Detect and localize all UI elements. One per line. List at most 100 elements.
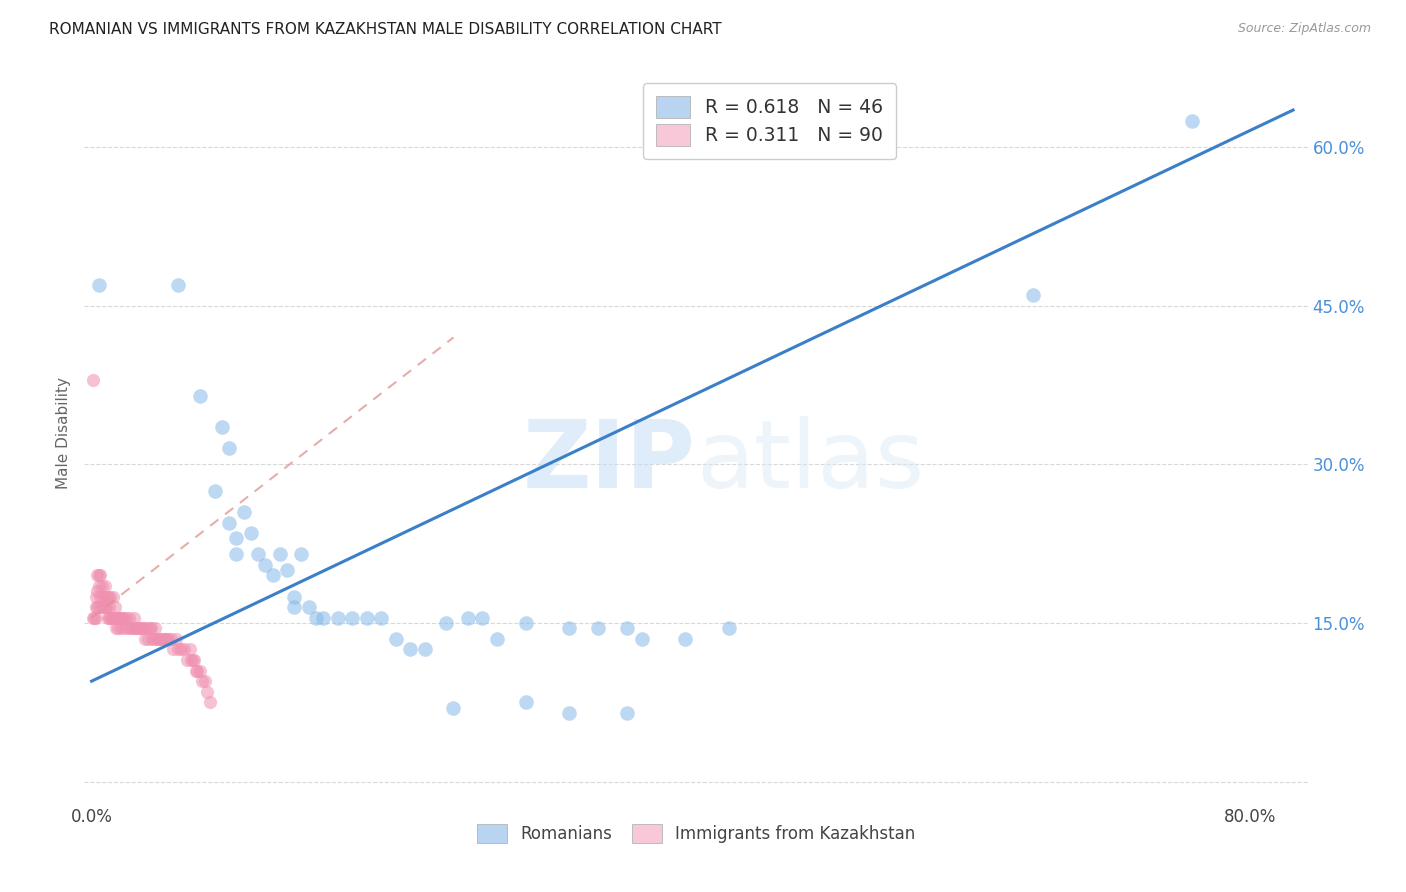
Point [138, 621, 160, 635]
Point [515, 695, 537, 709]
Point [588, 621, 610, 635]
Point [1021, 288, 1043, 302]
Point [91, 590, 114, 604]
Point [105, 621, 128, 635]
Point [143, 621, 166, 635]
Point [180, 653, 202, 667]
Point [173, 642, 195, 657]
Point [269, 547, 291, 561]
Point [211, 420, 233, 434]
Legend: Romanians, Immigrants from Kazakhstan: Romanians, Immigrants from Kazakhstan [470, 817, 922, 850]
Point [87, 579, 110, 593]
Point [134, 632, 156, 646]
Point [254, 558, 277, 572]
Point [204, 483, 226, 498]
Point [93, 600, 115, 615]
Point [94, 590, 117, 604]
Point [225, 532, 247, 546]
Point [384, 632, 406, 646]
Y-axis label: Male Disability: Male Disability [56, 376, 72, 489]
Point [112, 611, 135, 625]
Point [298, 600, 321, 615]
Point [340, 611, 363, 625]
Point [150, 632, 173, 646]
Point [141, 632, 163, 646]
Point [127, 621, 149, 635]
Point [616, 706, 638, 720]
Point [558, 621, 581, 635]
Point [225, 547, 247, 561]
Point [103, 590, 125, 604]
Point [115, 611, 138, 625]
Point [232, 505, 254, 519]
Point [312, 611, 335, 625]
Point [239, 526, 262, 541]
Point [100, 611, 122, 625]
Point [89, 568, 111, 582]
Point [121, 621, 143, 635]
Text: ROMANIAN VS IMMIGRANTS FROM KAZAKHSTAN MALE DISABILITY CORRELATION CHART: ROMANIAN VS IMMIGRANTS FROM KAZAKHSTAN M… [49, 22, 721, 37]
Point [84, 590, 107, 604]
Point [162, 642, 184, 657]
Point [186, 664, 208, 678]
Point [125, 621, 148, 635]
Point [94, 600, 117, 615]
Point [1181, 113, 1204, 128]
Point [93, 579, 115, 593]
Point [305, 611, 328, 625]
Point [179, 642, 201, 657]
Point [276, 563, 298, 577]
Point [108, 611, 131, 625]
Point [218, 442, 240, 456]
Point [132, 621, 155, 635]
Point [98, 611, 121, 625]
Point [118, 611, 141, 625]
Point [110, 611, 132, 625]
Point [283, 600, 305, 615]
Point [124, 621, 146, 635]
Point [114, 621, 136, 635]
Point [91, 600, 114, 615]
Point [326, 611, 349, 625]
Point [457, 611, 479, 625]
Point [630, 632, 652, 646]
Text: ZIP: ZIP [523, 417, 696, 508]
Point [399, 642, 422, 657]
Point [90, 579, 112, 593]
Point [110, 621, 132, 635]
Point [129, 621, 152, 635]
Point [155, 632, 177, 646]
Point [82, 611, 104, 625]
Point [86, 568, 108, 582]
Point [101, 611, 124, 625]
Text: atlas: atlas [696, 417, 924, 508]
Point [122, 611, 145, 625]
Point [616, 621, 638, 635]
Text: Source: ZipAtlas.com: Source: ZipAtlas.com [1237, 22, 1371, 36]
Point [515, 615, 537, 630]
Point [181, 653, 204, 667]
Point [107, 621, 129, 635]
Point [83, 611, 105, 625]
Point [84, 611, 107, 625]
Point [717, 621, 740, 635]
Point [200, 695, 222, 709]
Point [184, 664, 207, 678]
Point [86, 584, 108, 599]
Point [104, 611, 127, 625]
Point [218, 516, 240, 530]
Point [197, 685, 219, 699]
Point [153, 632, 176, 646]
Point [160, 632, 183, 646]
Point [142, 632, 165, 646]
Point [558, 706, 581, 720]
Point [193, 674, 215, 689]
Point [485, 632, 508, 646]
Point [167, 642, 190, 657]
Point [413, 642, 436, 657]
Point [673, 632, 696, 646]
Point [290, 547, 312, 561]
Point [190, 674, 212, 689]
Point [170, 642, 193, 657]
Point [156, 632, 179, 646]
